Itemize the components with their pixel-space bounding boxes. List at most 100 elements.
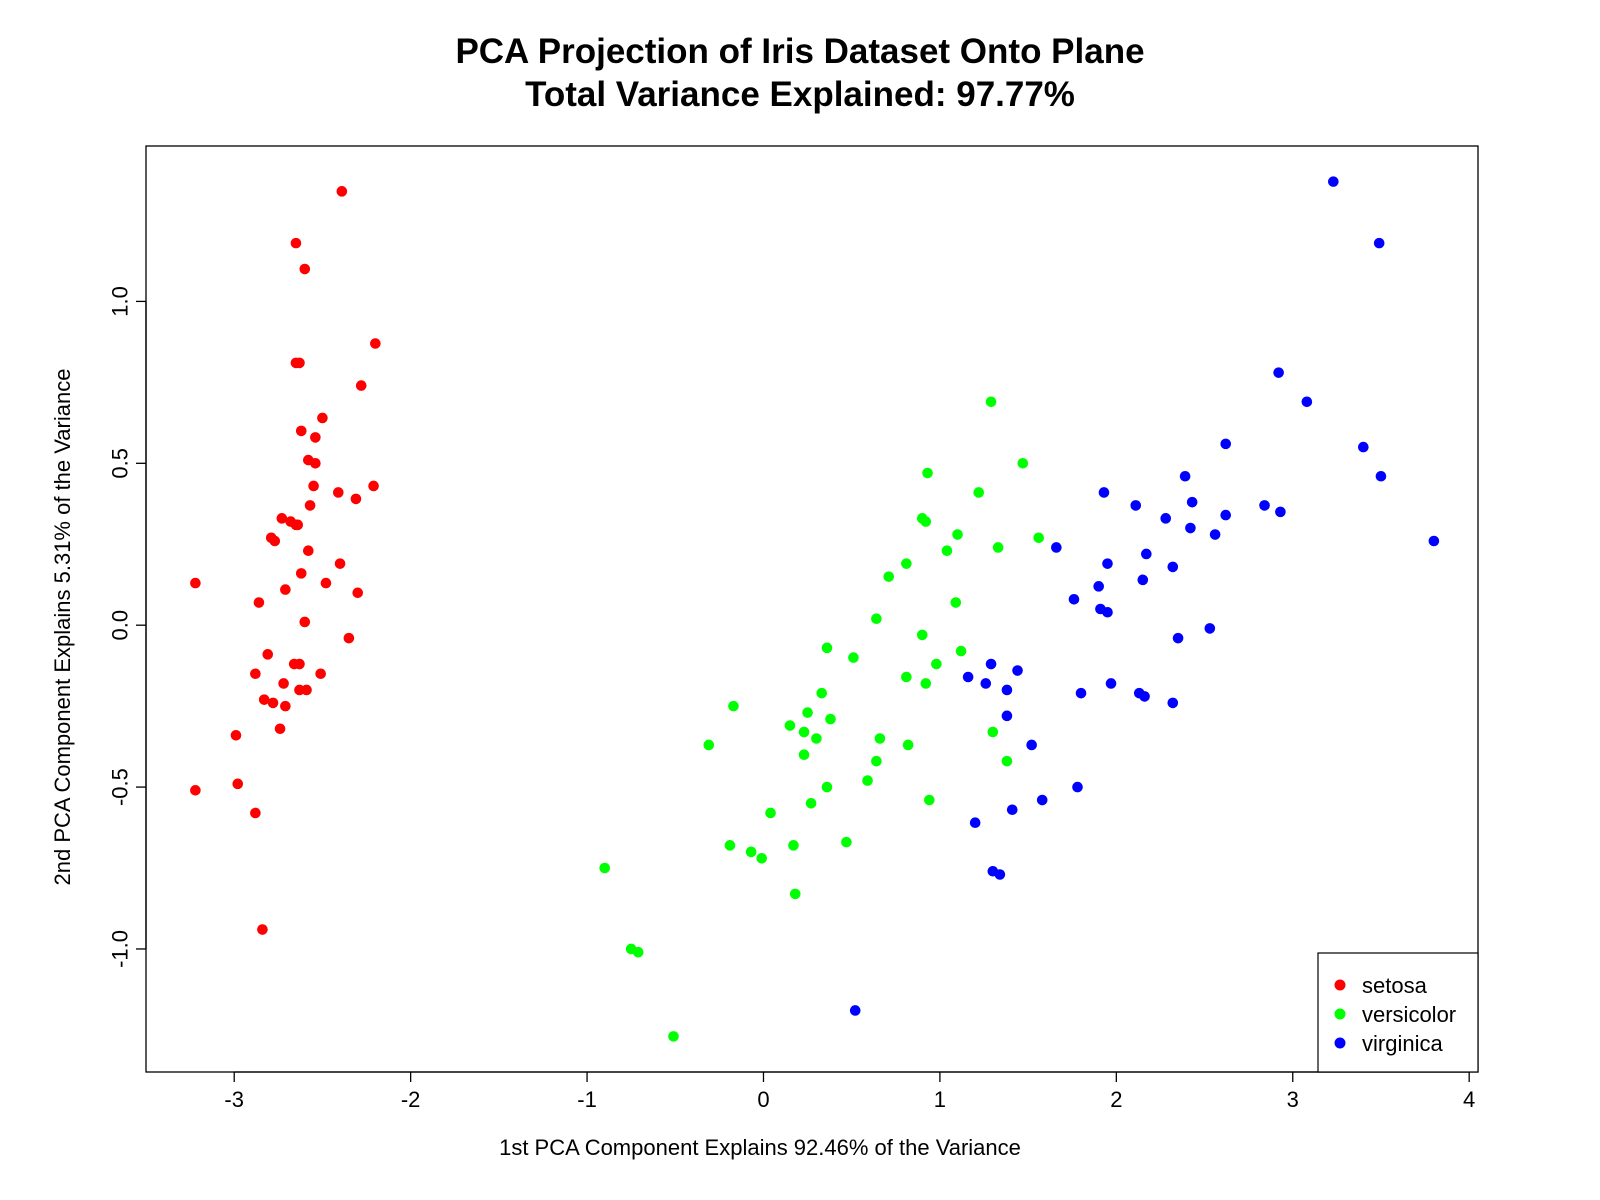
- point-virginica: [1373, 237, 1385, 249]
- point-setosa: [295, 425, 307, 437]
- point-versicolor: [941, 545, 953, 557]
- point-virginica: [849, 1005, 861, 1016]
- point-virginica: [1160, 513, 1172, 524]
- y-tick-label: -0.5: [108, 768, 133, 806]
- point-virginica: [1006, 804, 1018, 816]
- point-versicolor: [1033, 532, 1045, 544]
- point-virginica: [1428, 535, 1440, 547]
- point-setosa: [334, 558, 346, 569]
- legend-marker-setosa: [1334, 979, 1346, 991]
- point-setosa: [294, 357, 305, 369]
- point-setosa: [190, 577, 201, 589]
- point-virginica: [1259, 500, 1270, 511]
- point-virginica: [1051, 542, 1062, 553]
- point-setosa: [262, 649, 274, 660]
- chart-title: PCA Projection of Iris Dataset Onto Plan…: [455, 32, 1144, 71]
- point-setosa: [258, 694, 270, 705]
- point-virginica: [1220, 509, 1232, 521]
- point-virginica: [1185, 522, 1196, 534]
- point-versicolor: [816, 687, 828, 699]
- point-virginica: [1036, 794, 1048, 806]
- point-setosa: [310, 432, 321, 443]
- point-setosa: [267, 697, 279, 709]
- point-virginica: [1186, 496, 1198, 508]
- legend: setosa versicolor virginica: [1317, 952, 1479, 1073]
- x-tick-label: 1: [934, 1087, 946, 1112]
- point-versicolor: [724, 840, 736, 851]
- y-tick-label: 0.0: [108, 610, 133, 641]
- point-virginica: [1075, 687, 1087, 699]
- point-virginica: [1098, 487, 1110, 498]
- point-setosa: [278, 678, 289, 689]
- point-versicolor: [901, 558, 912, 569]
- point-versicolor: [825, 713, 836, 725]
- point-versicolor: [798, 749, 810, 760]
- x-tick-label: 0: [757, 1087, 769, 1112]
- point-versicolor: [632, 946, 644, 958]
- x-tick-label: -3: [224, 1087, 244, 1112]
- point-versicolor: [901, 671, 912, 683]
- point-virginica: [985, 658, 997, 670]
- point-virginica: [1358, 441, 1369, 453]
- point-versicolor: [955, 645, 967, 657]
- point-setosa: [274, 723, 286, 735]
- point-virginica: [1102, 558, 1113, 569]
- point-setosa: [276, 513, 288, 524]
- point-versicolor: [784, 720, 796, 731]
- point-setosa: [269, 535, 281, 547]
- point-setosa: [304, 500, 316, 511]
- point-versicolor: [745, 846, 757, 858]
- point-virginica: [1275, 506, 1286, 518]
- point-versicolor: [931, 658, 942, 670]
- point-versicolor: [1001, 755, 1013, 767]
- point-virginica: [969, 817, 981, 828]
- point-virginica: [1105, 678, 1117, 689]
- x-tick-label: -2: [401, 1087, 421, 1112]
- point-virginica: [1072, 781, 1083, 793]
- point-virginica: [1172, 632, 1184, 644]
- point-versicolor: [987, 726, 999, 738]
- point-setosa: [336, 186, 348, 197]
- x-tick-label: -1: [577, 1087, 597, 1112]
- point-virginica: [1328, 176, 1339, 187]
- point-versicolor: [765, 807, 776, 819]
- point-virginica: [1130, 500, 1142, 511]
- point-versicolor: [788, 840, 799, 851]
- point-setosa: [295, 568, 307, 579]
- x-axis-label: 1st PCA Component Explains 92.46% of the…: [499, 1135, 1021, 1160]
- point-setosa: [292, 519, 304, 531]
- point-versicolor: [703, 739, 715, 751]
- point-virginica: [1001, 684, 1013, 696]
- point-versicolor: [821, 781, 833, 793]
- point-setosa: [308, 480, 319, 492]
- point-virginica: [1102, 606, 1113, 618]
- point-setosa: [343, 632, 355, 644]
- point-setosa: [352, 587, 364, 599]
- point-virginica: [1167, 697, 1179, 709]
- point-virginica: [1273, 367, 1284, 378]
- point-setosa: [230, 729, 242, 741]
- point-versicolor: [668, 1031, 679, 1042]
- point-virginica: [962, 671, 974, 683]
- point-versicolor: [805, 797, 817, 809]
- point-versicolor: [756, 853, 768, 864]
- point-setosa: [294, 658, 305, 670]
- point-versicolor: [848, 652, 859, 663]
- data-points: [190, 176, 1440, 1042]
- point-setosa: [290, 237, 302, 249]
- point-virginica: [1301, 396, 1313, 408]
- point-versicolor: [922, 467, 933, 479]
- point-setosa: [317, 412, 328, 424]
- point-virginica: [1141, 548, 1152, 560]
- point-setosa: [301, 684, 312, 696]
- plot-area-frame: [145, 145, 1479, 1073]
- point-virginica: [1001, 710, 1013, 722]
- point-versicolor: [985, 396, 997, 408]
- point-versicolor: [902, 739, 914, 751]
- point-setosa: [250, 807, 261, 819]
- point-setosa: [299, 263, 311, 275]
- legend-marker-virginica: [1334, 1037, 1346, 1049]
- point-setosa: [280, 584, 291, 595]
- point-versicolor: [821, 642, 833, 654]
